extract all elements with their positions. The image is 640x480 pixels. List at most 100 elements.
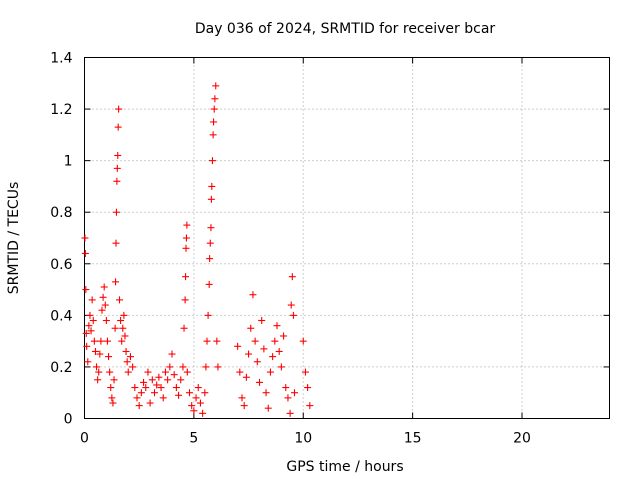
data-point bbox=[179, 363, 187, 371]
data-point bbox=[196, 399, 204, 407]
data-point bbox=[182, 234, 190, 242]
data-point bbox=[133, 394, 141, 402]
y-tick-label: 1.2 bbox=[50, 102, 72, 118]
data-point bbox=[213, 337, 221, 345]
data-point bbox=[245, 350, 253, 358]
y-tick-label: 0.2 bbox=[50, 360, 72, 376]
data-point bbox=[258, 317, 266, 325]
data-point bbox=[242, 373, 250, 381]
data-point bbox=[203, 337, 211, 345]
x-tick-label: 20 bbox=[513, 431, 531, 447]
y-tick-label: 0.6 bbox=[50, 257, 72, 273]
data-point bbox=[114, 123, 122, 131]
data-point bbox=[108, 394, 116, 402]
data-point bbox=[188, 402, 196, 410]
data-point bbox=[209, 131, 217, 139]
data-point bbox=[180, 324, 188, 332]
data-point bbox=[87, 327, 95, 335]
y-axis-label: SRMTID / TECUs bbox=[6, 182, 22, 295]
data-point bbox=[155, 373, 163, 381]
y-tick-label: 1.4 bbox=[50, 51, 72, 67]
data-point bbox=[287, 301, 295, 309]
data-point bbox=[205, 280, 213, 288]
data-point bbox=[113, 177, 121, 185]
data-point bbox=[83, 342, 91, 350]
data-point bbox=[119, 324, 127, 332]
data-point bbox=[82, 329, 90, 337]
data-point bbox=[142, 384, 150, 392]
data-point bbox=[190, 407, 198, 415]
data-point bbox=[153, 381, 161, 389]
plot-frame bbox=[84, 57, 610, 419]
axis-ticks: 0 5 10 15 20 0 0.2 0.4 0.6 0.8 1 1.2 1.4 bbox=[50, 51, 610, 447]
x-axis-label: GPS time / hours bbox=[286, 459, 403, 475]
data-point bbox=[208, 157, 216, 165]
data-point bbox=[282, 384, 290, 392]
data-point bbox=[269, 353, 277, 361]
data-point bbox=[253, 358, 261, 366]
data-point bbox=[207, 224, 215, 232]
data-point bbox=[170, 371, 178, 379]
data-point bbox=[288, 273, 296, 281]
data-point bbox=[212, 82, 220, 90]
data-point bbox=[123, 358, 131, 366]
data-point bbox=[90, 337, 98, 345]
data-point bbox=[249, 291, 257, 299]
data-point bbox=[260, 345, 268, 353]
data-point bbox=[210, 118, 218, 126]
data-point bbox=[103, 337, 111, 345]
data-point bbox=[271, 337, 279, 345]
data-point bbox=[126, 353, 134, 361]
data-point bbox=[140, 378, 148, 386]
data-point bbox=[284, 394, 292, 402]
data-point bbox=[247, 324, 255, 332]
data-point bbox=[118, 337, 126, 345]
data-point bbox=[120, 311, 128, 319]
data-point bbox=[262, 389, 270, 397]
y-tick-label: 0.8 bbox=[50, 205, 72, 221]
data-point bbox=[116, 296, 123, 304]
data-point bbox=[192, 394, 200, 402]
data-point bbox=[211, 95, 219, 103]
data-point bbox=[168, 350, 176, 358]
data-point bbox=[89, 317, 97, 325]
data-point bbox=[194, 384, 202, 392]
data-point bbox=[182, 273, 190, 281]
data-point bbox=[204, 311, 212, 319]
data-point bbox=[113, 164, 121, 172]
data-point bbox=[238, 394, 246, 402]
data-point bbox=[186, 389, 193, 397]
data-point bbox=[131, 384, 139, 392]
data-point bbox=[183, 368, 191, 376]
data-point bbox=[151, 389, 158, 397]
data-point bbox=[137, 389, 145, 397]
data-point bbox=[144, 368, 152, 376]
data-point bbox=[121, 332, 129, 340]
data-point bbox=[277, 363, 285, 371]
data-point bbox=[280, 332, 288, 340]
data-point bbox=[264, 404, 272, 412]
data-point bbox=[146, 399, 154, 407]
data-point bbox=[207, 195, 215, 203]
data-point bbox=[240, 402, 248, 410]
data-point bbox=[177, 376, 185, 384]
data-point bbox=[289, 311, 297, 319]
data-point bbox=[109, 399, 117, 407]
data-point bbox=[206, 239, 214, 247]
data-point bbox=[105, 353, 113, 361]
data-point bbox=[112, 278, 120, 286]
data-point bbox=[236, 368, 244, 376]
data-point bbox=[97, 337, 105, 345]
data-point bbox=[93, 363, 101, 371]
data-point bbox=[166, 363, 174, 371]
x-tick-label: 0 bbox=[80, 431, 89, 447]
data-point bbox=[291, 389, 298, 397]
data-point bbox=[202, 363, 210, 371]
x-tick-label: 10 bbox=[294, 431, 312, 447]
data-point bbox=[84, 358, 92, 366]
data-point bbox=[106, 368, 114, 376]
data-point bbox=[251, 337, 259, 345]
data-point bbox=[96, 350, 104, 358]
data-point bbox=[135, 402, 143, 410]
